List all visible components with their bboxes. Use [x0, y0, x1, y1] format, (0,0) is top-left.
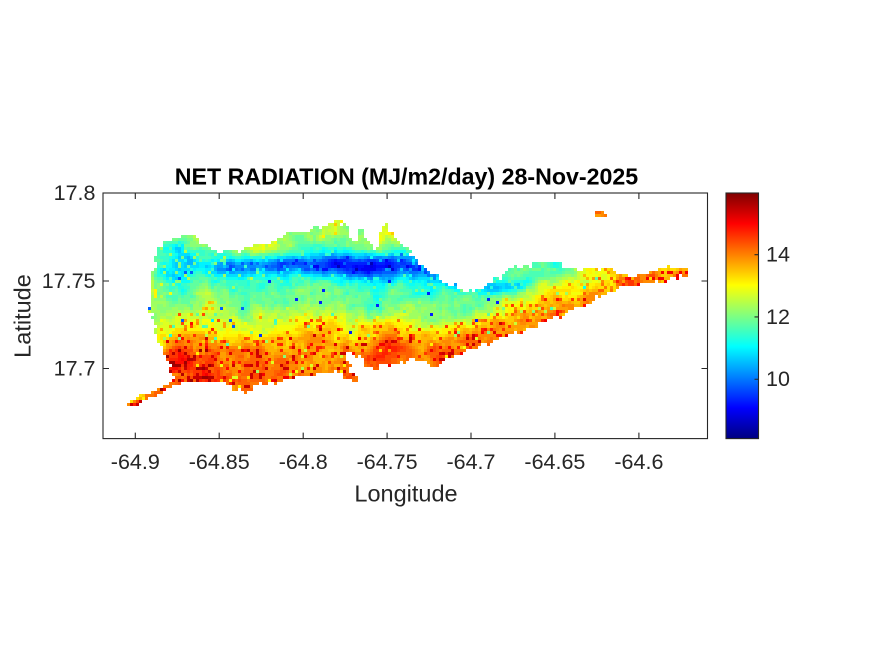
svg-text:Longitude: Longitude — [354, 481, 457, 507]
svg-text:-64.7: -64.7 — [446, 450, 495, 474]
svg-text:17.7: 17.7 — [54, 357, 96, 381]
svg-text:NET RADIATION (MJ/m2/day) 28-N: NET RADIATION (MJ/m2/day) 28-Nov-2025 — [175, 164, 639, 190]
svg-text:17.8: 17.8 — [54, 181, 96, 205]
svg-text:14: 14 — [766, 243, 790, 267]
svg-text:Latitude: Latitude — [10, 274, 36, 358]
svg-text:-64.9: -64.9 — [111, 450, 160, 474]
svg-text:-64.85: -64.85 — [189, 450, 250, 474]
svg-text:-64.6: -64.6 — [614, 450, 663, 474]
svg-text:12: 12 — [766, 305, 790, 329]
svg-text:17.75: 17.75 — [42, 269, 96, 293]
svg-text:10: 10 — [766, 367, 790, 391]
svg-text:-64.75: -64.75 — [357, 450, 418, 474]
svg-text:-64.8: -64.8 — [279, 450, 328, 474]
svg-text:-64.65: -64.65 — [524, 450, 585, 474]
